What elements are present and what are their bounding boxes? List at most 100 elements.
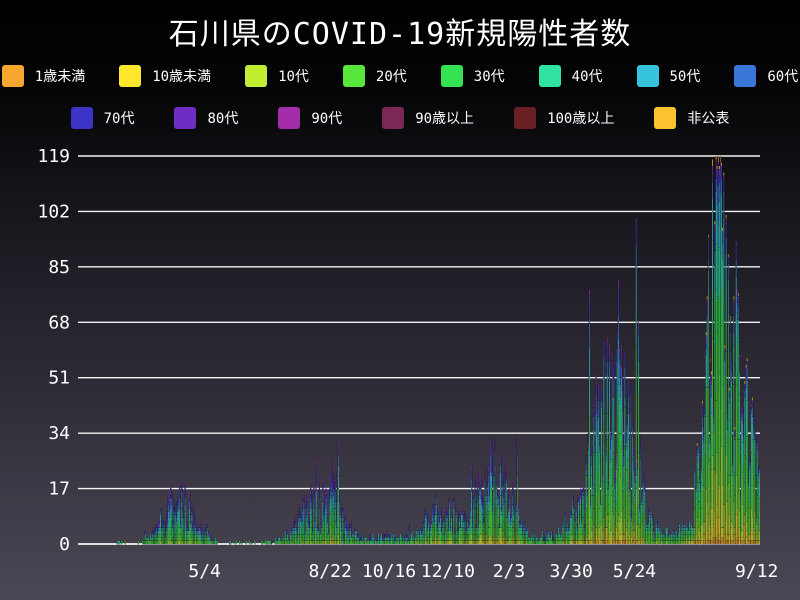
bar-segment xyxy=(720,194,723,254)
bar-segment xyxy=(302,521,304,528)
bar-segment xyxy=(208,534,211,538)
bar-segment xyxy=(598,439,601,447)
bar-segment xyxy=(311,494,313,499)
bar-segment xyxy=(513,504,515,509)
bar-segment xyxy=(611,468,613,496)
bar-segment xyxy=(722,384,724,486)
bar-segment xyxy=(331,494,333,502)
bar-segment xyxy=(289,534,292,538)
bar-segment xyxy=(338,491,341,496)
bar-segment xyxy=(348,524,351,528)
bar-segment xyxy=(697,452,699,460)
bar-segment xyxy=(619,475,622,519)
bar-segment xyxy=(146,537,148,541)
bar-segment xyxy=(495,537,497,541)
bar-segment xyxy=(639,491,642,502)
bar-segment xyxy=(559,540,562,545)
bar-segment xyxy=(554,537,556,541)
bar-segment xyxy=(495,540,497,545)
bar-segment xyxy=(327,534,330,538)
bar-segment xyxy=(740,540,743,545)
bar-segment xyxy=(574,540,576,545)
bar-segment xyxy=(434,504,436,509)
bar-segment xyxy=(723,504,725,528)
bar-segment xyxy=(494,527,496,538)
bar-segment xyxy=(361,537,363,541)
bar-segment xyxy=(738,374,741,395)
bar-segment xyxy=(505,501,507,519)
bar-segment xyxy=(314,514,316,519)
bar-segment xyxy=(482,501,484,506)
bar-segment xyxy=(737,491,739,532)
bar-segment xyxy=(187,540,190,545)
bar-segment xyxy=(693,540,695,545)
bar-segment xyxy=(464,511,466,515)
bar-segment xyxy=(587,537,589,541)
bar-segment xyxy=(577,494,579,499)
bar-segment xyxy=(571,537,573,541)
bar-segment xyxy=(587,436,589,444)
bar-segment xyxy=(505,478,507,483)
legend-row-1: 1歳未満 10歳未満 10代 20代 30代 40代 50代 60代 xyxy=(0,64,800,88)
bar-segment xyxy=(166,511,168,515)
bar-segment xyxy=(726,501,728,535)
bar-segment xyxy=(524,527,526,532)
bar-segment xyxy=(515,530,517,541)
bar-segment xyxy=(170,534,172,541)
bar-segment xyxy=(326,517,328,522)
bar-segment xyxy=(513,521,515,528)
bar-segment xyxy=(692,530,694,535)
bar-segment xyxy=(466,521,468,528)
bar-segment xyxy=(489,504,492,535)
bar-segment xyxy=(585,540,587,545)
bar-segment xyxy=(684,527,686,532)
bar-segment xyxy=(672,534,674,538)
bar-segment xyxy=(707,514,709,541)
bar-segment xyxy=(183,511,185,515)
bar-segment xyxy=(277,540,280,545)
bar-segment xyxy=(307,537,310,545)
bar-segment xyxy=(637,331,639,336)
bar-segment xyxy=(716,165,718,170)
bar-segment xyxy=(673,537,675,541)
bar-segment xyxy=(404,540,406,545)
bar-segment xyxy=(628,534,631,541)
x-axis-tick-labels: 5/4 8/22 10/16 12/10 2/3 3/30 5/24 9/12 xyxy=(188,561,778,582)
bar-segment xyxy=(353,540,355,545)
bar-segment xyxy=(730,361,733,365)
bar-segment xyxy=(607,504,609,522)
bar-segment xyxy=(735,341,737,385)
bar-segment xyxy=(723,172,725,176)
bar-segment xyxy=(185,521,187,525)
bar-segment xyxy=(588,540,591,545)
bar-segment xyxy=(302,507,304,512)
bar-segment xyxy=(422,527,424,532)
bar-segment xyxy=(747,540,749,545)
bar-segment xyxy=(308,517,311,522)
bar-segment xyxy=(283,537,285,541)
bar-segment xyxy=(192,527,194,532)
bar-segment xyxy=(438,540,441,545)
bar-segment xyxy=(451,517,453,522)
bar-segment xyxy=(207,540,210,545)
bar-segment xyxy=(614,472,616,476)
bar-segment xyxy=(734,472,736,496)
bar-segment xyxy=(345,537,347,545)
bar-segment xyxy=(171,491,173,496)
bar-segment xyxy=(161,534,163,538)
bar-segment xyxy=(505,517,507,538)
bar-segment xyxy=(293,534,295,538)
bar-segment xyxy=(726,485,728,502)
bar-segment xyxy=(750,423,753,453)
bar-segment xyxy=(311,540,313,545)
bar-segment xyxy=(629,530,632,545)
bar-segment xyxy=(521,534,523,541)
bar-segment xyxy=(478,540,481,545)
bar-segment xyxy=(689,527,692,532)
bar-segment xyxy=(467,527,469,532)
bar-segment xyxy=(693,534,695,538)
legend-label: 90代 xyxy=(311,111,343,127)
bar-segment xyxy=(666,527,668,532)
bar-segment xyxy=(686,530,688,535)
bar-segment xyxy=(645,524,647,528)
